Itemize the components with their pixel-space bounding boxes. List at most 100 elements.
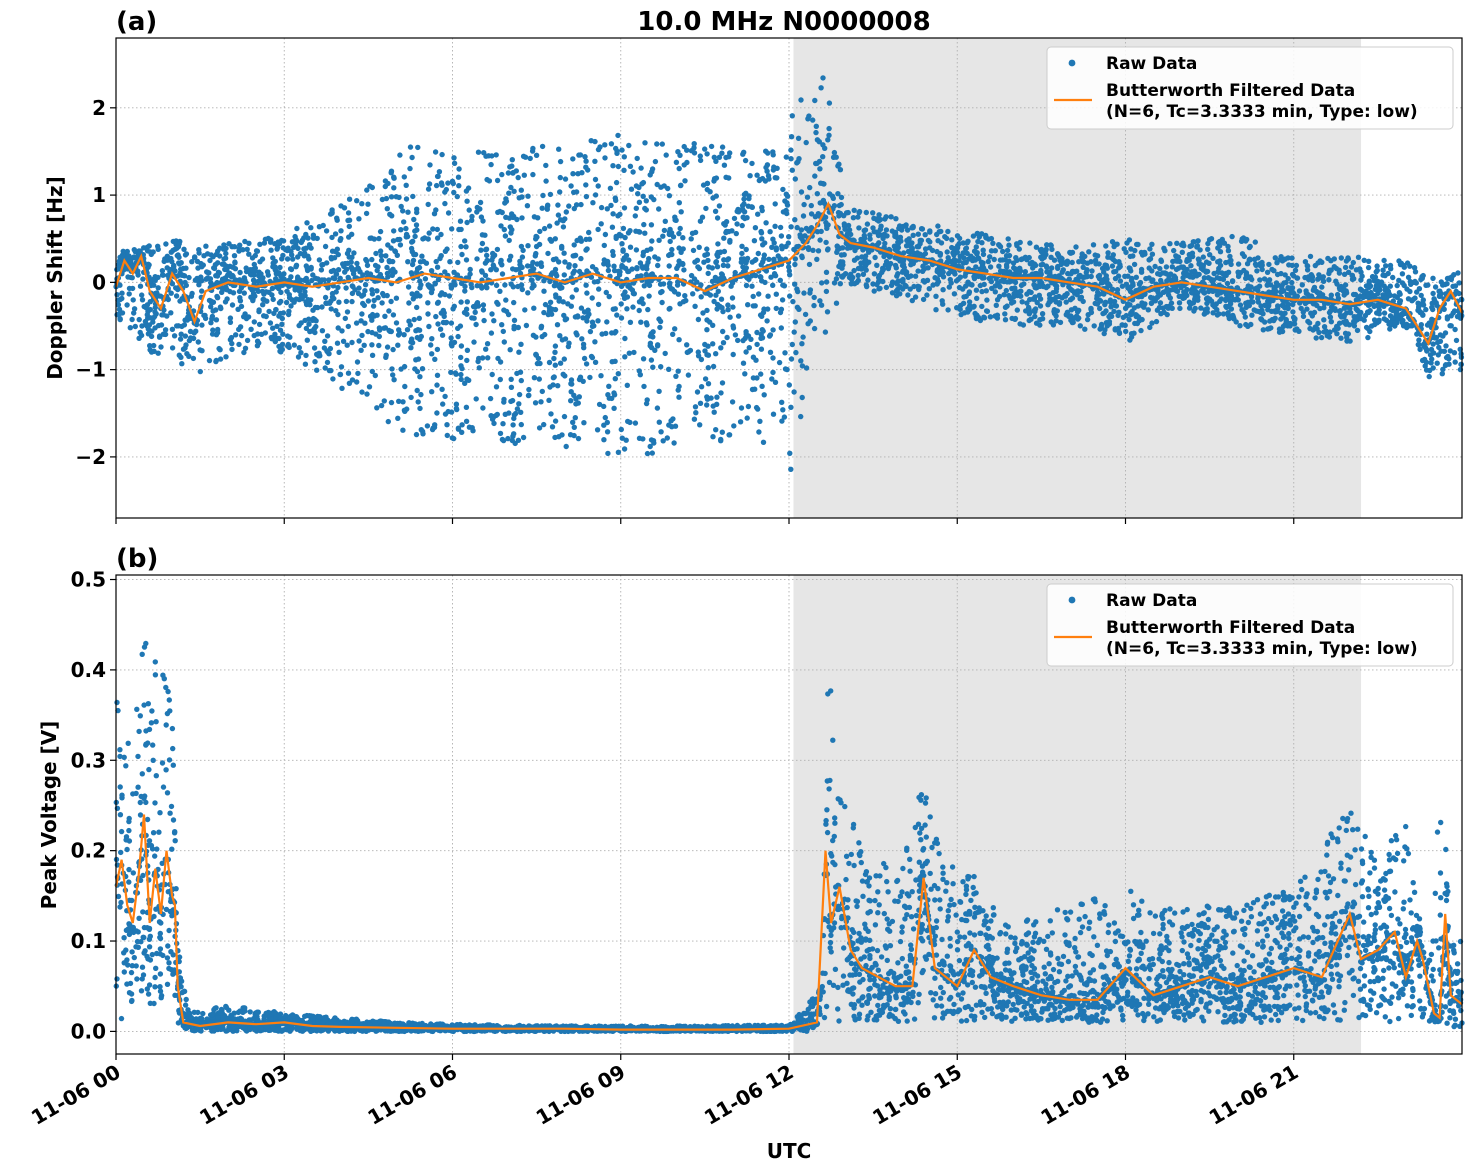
raw-data-point	[746, 195, 752, 202]
raw-data-point	[620, 257, 627, 263]
raw-data-point	[961, 294, 967, 300]
raw-data-point	[1002, 311, 1008, 317]
raw-data-point	[275, 239, 281, 245]
raw-data-point	[717, 249, 724, 256]
raw-data-point	[922, 246, 929, 252]
raw-data-point	[773, 305, 779, 312]
raw-data-point	[547, 299, 554, 305]
raw-data-point	[1212, 304, 1218, 310]
raw-data-point	[575, 435, 582, 442]
raw-data-point	[876, 212, 882, 218]
raw-data-point	[749, 283, 755, 289]
raw-data-point	[756, 429, 762, 435]
raw-data-point	[413, 222, 420, 228]
raw-data-point	[157, 293, 164, 299]
raw-data-point	[602, 142, 608, 148]
raw-data-point	[1084, 316, 1091, 323]
raw-data-point	[1012, 315, 1019, 322]
raw-data-point	[1013, 255, 1019, 261]
raw-data-point	[676, 383, 682, 390]
raw-data-point	[516, 401, 522, 407]
raw-data-point	[803, 365, 810, 371]
raw-data-point	[1198, 305, 1204, 311]
raw-data-point	[1071, 269, 1078, 275]
raw-data-point	[189, 259, 195, 265]
raw-data-point	[1424, 331, 1430, 337]
raw-data-point	[1002, 304, 1009, 310]
raw-data-point	[631, 349, 637, 356]
raw-data-point	[742, 157, 749, 164]
raw-data-point	[645, 259, 651, 265]
raw-data-point	[725, 307, 731, 313]
raw-data-point	[229, 346, 235, 353]
raw-data-point	[1000, 248, 1006, 255]
raw-data-point	[206, 357, 213, 364]
raw-data-point	[276, 300, 283, 306]
raw-data-point	[806, 113, 812, 119]
raw-data-point	[464, 347, 471, 353]
raw-data-point	[576, 394, 582, 400]
raw-data-point	[1202, 310, 1208, 316]
raw-data-point	[130, 297, 136, 303]
raw-data-point	[160, 272, 166, 278]
raw-data-point	[455, 174, 462, 180]
raw-data-point	[743, 349, 749, 355]
raw-data-point	[1307, 253, 1314, 260]
raw-data-point	[711, 298, 717, 305]
raw-data-point	[1187, 301, 1194, 308]
raw-data-point	[500, 421, 506, 427]
raw-data-point	[862, 227, 869, 233]
raw-data-point	[484, 252, 490, 259]
raw-data-point	[155, 350, 161, 356]
raw-data-point	[932, 275, 938, 281]
raw-data-point	[190, 355, 197, 362]
raw-data-point	[770, 369, 776, 376]
raw-data-point	[1130, 253, 1136, 259]
raw-data-point	[610, 211, 616, 217]
raw-data-point	[895, 241, 901, 247]
raw-data-point	[1127, 265, 1133, 272]
raw-data-point	[676, 230, 682, 237]
raw-data-point	[713, 175, 720, 181]
raw-data-point	[1272, 255, 1279, 261]
raw-data-point	[642, 205, 648, 212]
raw-data-point	[705, 365, 711, 371]
raw-data-point	[1321, 329, 1327, 335]
raw-data-point	[1287, 285, 1293, 291]
raw-data-point	[933, 307, 939, 313]
raw-data-point	[787, 293, 793, 299]
raw-data-point	[1365, 292, 1372, 298]
raw-data-point	[582, 154, 588, 160]
raw-data-point	[206, 270, 212, 276]
raw-data-point	[1080, 298, 1086, 305]
raw-data-point	[248, 272, 255, 278]
raw-data-point	[414, 304, 420, 311]
raw-data-point	[585, 307, 591, 313]
raw-data-point	[378, 402, 385, 409]
raw-data-point	[627, 319, 634, 325]
raw-data-point	[652, 158, 659, 165]
raw-data-point	[464, 357, 470, 364]
raw-data-point	[595, 146, 602, 153]
raw-data-point	[539, 205, 545, 211]
raw-data-point	[637, 229, 643, 235]
raw-data-point	[968, 253, 974, 259]
raw-data-point	[277, 327, 284, 333]
raw-data-point	[779, 297, 786, 303]
raw-data-point	[561, 272, 567, 278]
raw-data-point	[1241, 253, 1248, 260]
raw-data-point	[1300, 309, 1307, 315]
raw-data-point	[677, 225, 683, 232]
raw-data-point	[452, 370, 459, 376]
raw-data-point	[469, 284, 475, 291]
raw-data-point	[172, 246, 178, 252]
raw-data-point	[642, 140, 648, 146]
raw-data-point	[902, 282, 908, 289]
raw-data-point	[562, 176, 569, 182]
raw-data-point	[815, 248, 822, 254]
raw-data-point	[1336, 270, 1343, 276]
raw-data-point	[417, 405, 423, 412]
raw-data-point	[1029, 259, 1035, 266]
raw-data-point	[316, 353, 322, 359]
raw-data-point	[518, 421, 524, 428]
